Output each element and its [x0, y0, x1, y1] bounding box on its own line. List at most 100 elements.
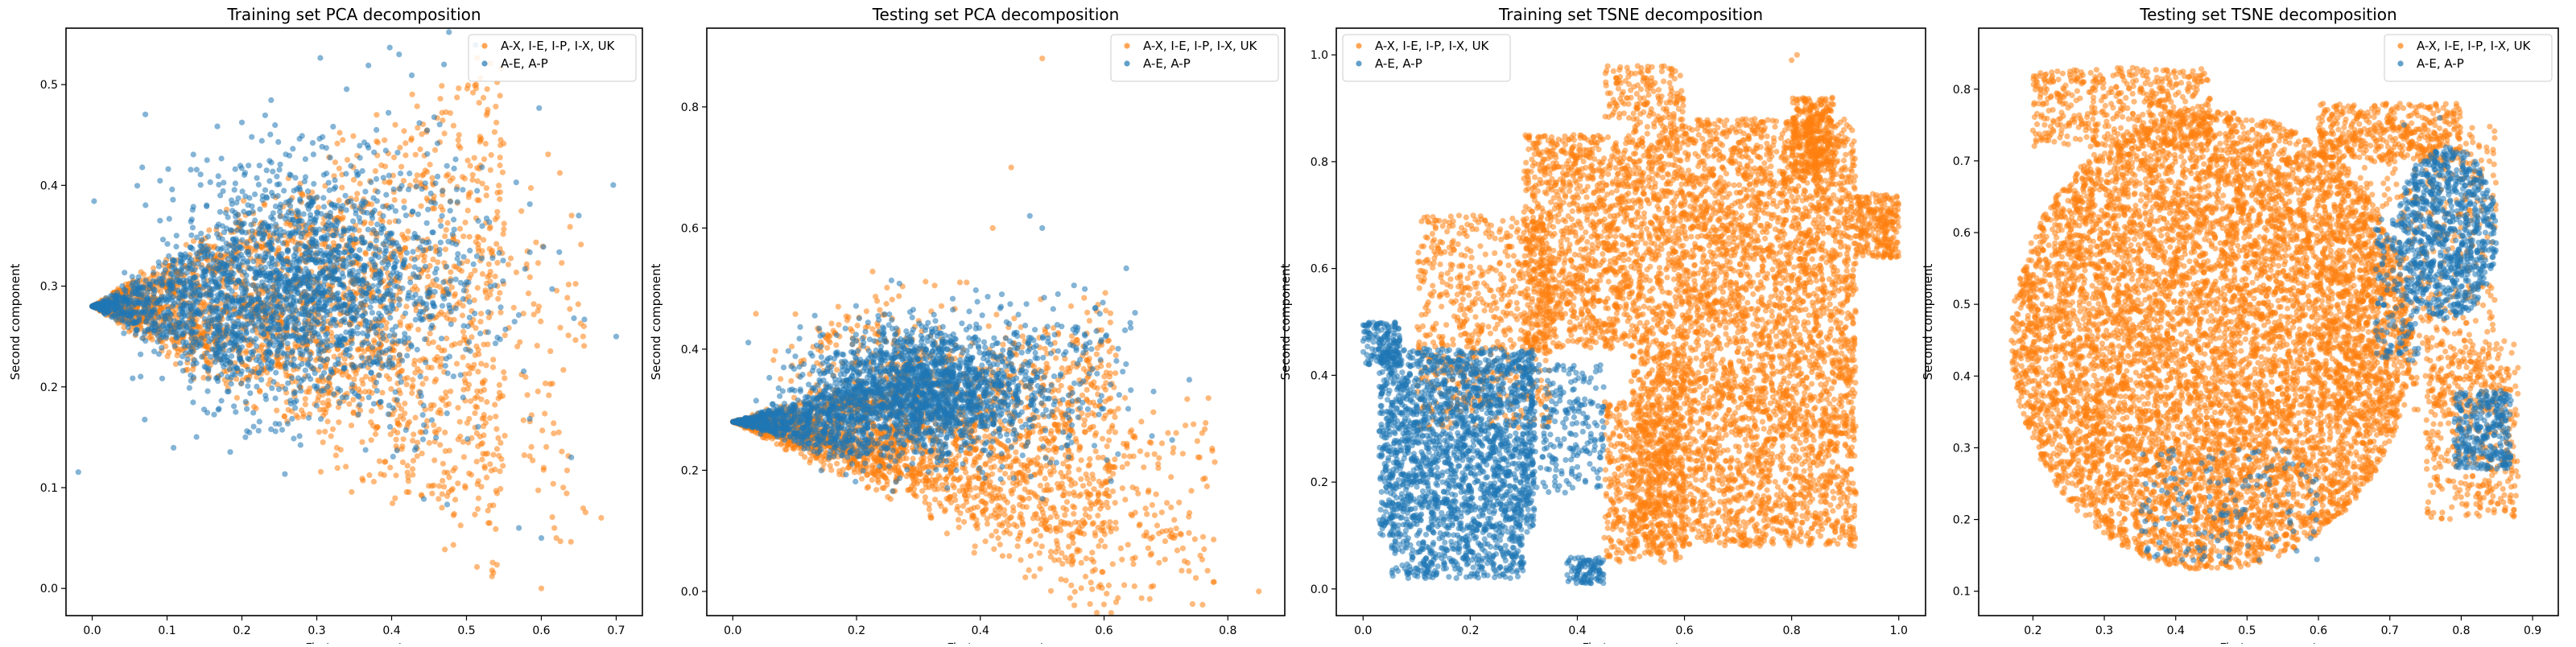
data-point [497, 93, 503, 98]
data-point [142, 417, 147, 422]
data-point [316, 343, 321, 348]
data-point [104, 303, 109, 308]
data-point [170, 295, 175, 300]
data-point [489, 152, 494, 158]
data-point [415, 212, 421, 217]
data-point [371, 337, 377, 343]
data-point [332, 317, 337, 323]
data-point [165, 167, 171, 172]
data-point [580, 334, 586, 340]
data-point [216, 295, 221, 300]
data-point [346, 255, 352, 261]
data-point [288, 361, 294, 367]
data-point [522, 374, 528, 380]
data-point [440, 110, 445, 116]
data-point [258, 377, 264, 382]
data-point [295, 241, 301, 247]
data-point [325, 418, 331, 424]
data-point [401, 234, 407, 240]
data-point [142, 309, 147, 315]
data-point [303, 156, 308, 162]
data-point [192, 267, 197, 273]
data-point [458, 522, 464, 528]
data-point [292, 405, 298, 410]
data-point [303, 174, 308, 179]
data-point [402, 140, 408, 146]
data-point [138, 352, 143, 357]
data-point [374, 112, 379, 117]
data-point [233, 220, 238, 225]
data-point [238, 381, 244, 386]
data-point [376, 341, 382, 347]
data-point [382, 163, 388, 169]
data-point [165, 289, 171, 295]
data-point [391, 187, 397, 192]
data-point [293, 308, 299, 314]
data-point [456, 132, 462, 138]
data-point [216, 182, 221, 188]
data-point [217, 209, 223, 215]
data-point [349, 489, 354, 495]
data-point [322, 429, 328, 435]
data-point [421, 258, 427, 263]
data-point [387, 315, 393, 320]
data-point [356, 346, 361, 352]
data-point [205, 327, 211, 332]
data-point [151, 286, 156, 292]
data-point [134, 291, 140, 297]
data-point [280, 241, 286, 246]
data-point [477, 100, 482, 105]
data-point [487, 415, 493, 421]
data-point [226, 285, 232, 291]
data-point [291, 298, 296, 303]
data-point [473, 404, 478, 410]
data-point [443, 363, 448, 369]
data-point [460, 187, 465, 192]
data-point [266, 251, 271, 257]
data-point [305, 373, 311, 379]
data-point [314, 403, 320, 409]
data-point [359, 476, 365, 481]
data-point [324, 301, 329, 307]
data-point [357, 215, 362, 220]
data-point [205, 376, 211, 381]
data-point [277, 167, 283, 172]
data-point [349, 334, 354, 340]
data-point [468, 190, 473, 196]
data-point [566, 282, 572, 287]
data-point [338, 282, 344, 287]
data-point [493, 241, 499, 247]
data-point [282, 472, 287, 477]
data-point [474, 389, 480, 394]
data-point [161, 270, 167, 276]
data-point [481, 95, 486, 101]
data-point [478, 484, 484, 489]
data-point [159, 345, 164, 351]
data-point [460, 233, 466, 239]
data-point [188, 373, 193, 378]
data-point [300, 243, 306, 249]
data-point [155, 339, 160, 344]
data-point [335, 386, 341, 392]
data-point [190, 207, 196, 212]
data-point [387, 179, 393, 184]
data-point [409, 390, 415, 396]
data-point [351, 377, 357, 382]
data-point [566, 332, 572, 338]
data-point [417, 146, 423, 152]
data-point [366, 472, 372, 478]
data-point [298, 442, 303, 447]
data-point [305, 188, 311, 194]
data-point [410, 438, 415, 443]
data-point [239, 165, 245, 171]
data-point [384, 233, 390, 239]
data-point [500, 463, 506, 468]
data-point [356, 386, 361, 392]
data-point [454, 95, 460, 101]
data-point [255, 304, 261, 310]
data-point [415, 327, 421, 332]
data-point [427, 440, 432, 446]
data-point [551, 431, 556, 436]
data-point [477, 319, 483, 324]
data-point [174, 335, 180, 340]
